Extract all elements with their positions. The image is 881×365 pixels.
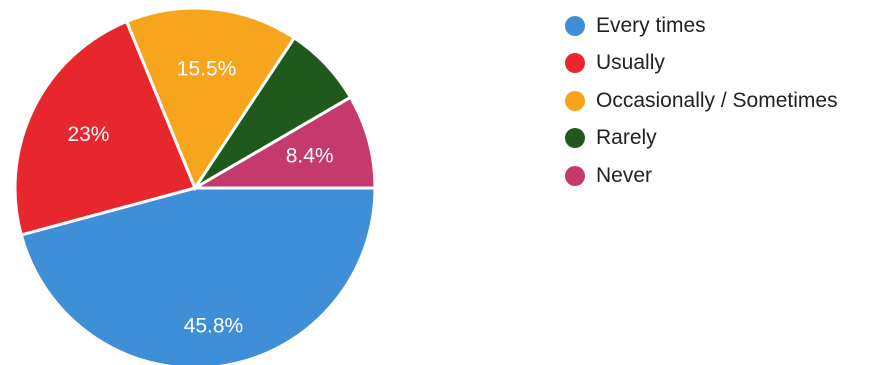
legend-swatch-never [565, 165, 585, 186]
slice-label-occasionally: 15.5% [177, 57, 237, 80]
legend-label-rarely: Rarely [596, 126, 657, 150]
legend-label-usually: Usually [596, 51, 665, 75]
slice-label-never: 8.4% [286, 145, 334, 168]
slice-label-every-times: 45.8% [184, 315, 244, 338]
legend-swatch-every-times [565, 15, 585, 36]
chart-legend: Every times Usually Occasionally / Somet… [565, 7, 838, 195]
pie-slice-occasionally [124, 6, 297, 192]
legend-item-occasionally: Occasionally / Sometimes [565, 82, 838, 120]
slice-label-usually: 23% [67, 123, 109, 146]
pie-slice-every-times [19, 186, 377, 365]
legend-item-never: Never [565, 157, 838, 195]
legend-label-never: Never [596, 163, 653, 187]
legend-item-rarely: Rarely [565, 120, 838, 158]
legend-swatch-rarely [565, 128, 585, 149]
legend-item-every-times: Every times [565, 7, 838, 45]
legend-swatch-occasionally [565, 90, 585, 111]
pie-slice-never [189, 95, 377, 190]
legend-label-every-times: Every times [596, 13, 706, 37]
legend-label-occasionally: Occasionally / Sometimes [596, 88, 838, 112]
legend-item-usually: Usually [565, 45, 838, 83]
pie-slice-usually [13, 19, 198, 237]
legend-swatch-usually [565, 53, 585, 74]
